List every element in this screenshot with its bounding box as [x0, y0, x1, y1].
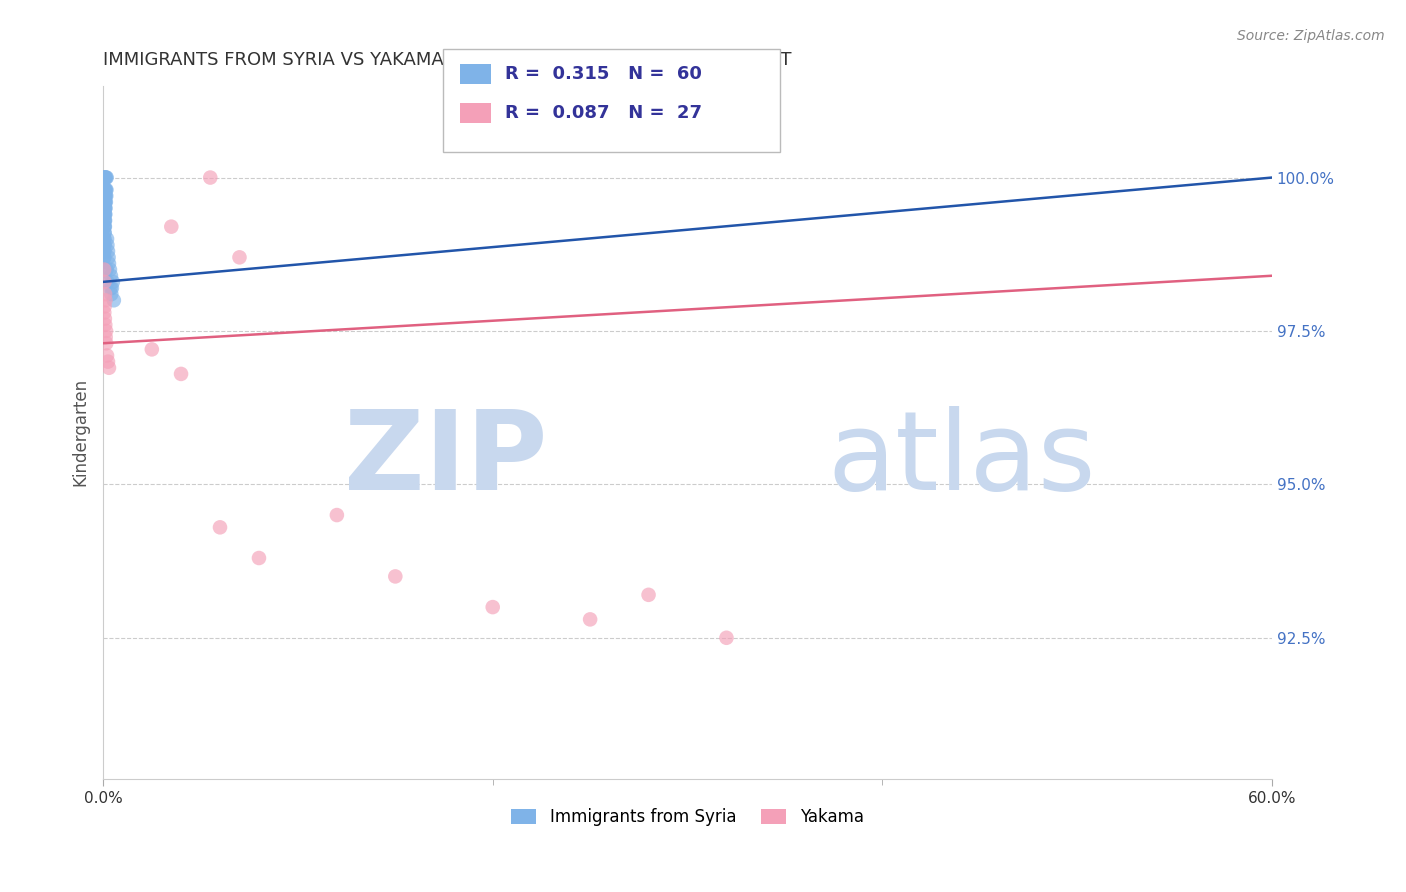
- Point: [93, 189, 115, 203]
- Point: [94, 207, 117, 221]
- Point: [101, 281, 124, 295]
- Point: [94, 318, 117, 332]
- Point: [94, 330, 117, 344]
- Point: [94, 195, 117, 210]
- Point: [93, 183, 115, 197]
- Point: [98, 256, 121, 270]
- Point: [93, 170, 115, 185]
- Point: [94, 170, 117, 185]
- Point: [93, 305, 115, 319]
- Point: [326, 508, 349, 522]
- Point: [93, 232, 115, 246]
- Point: [170, 367, 193, 381]
- Point: [96, 183, 118, 197]
- Text: R =  0.087   N =  27: R = 0.087 N = 27: [505, 104, 702, 122]
- Point: [93, 170, 115, 185]
- Point: [93, 226, 115, 240]
- Point: [93, 201, 115, 215]
- Point: [100, 281, 122, 295]
- Point: [94, 170, 117, 185]
- Legend: Immigrants from Syria, Yakama: Immigrants from Syria, Yakama: [505, 802, 870, 833]
- Point: [100, 287, 122, 301]
- Point: [247, 551, 270, 566]
- Point: [96, 232, 118, 246]
- Point: [93, 207, 115, 221]
- Point: [96, 336, 118, 351]
- Text: ZIP: ZIP: [344, 407, 547, 514]
- Point: [579, 612, 602, 626]
- Point: [93, 183, 115, 197]
- Point: [93, 238, 115, 252]
- Point: [716, 631, 738, 645]
- Point: [94, 201, 117, 215]
- Point: [96, 262, 118, 277]
- Point: [94, 293, 117, 308]
- Point: [94, 170, 117, 185]
- Point: [94, 219, 117, 234]
- Point: [94, 189, 117, 203]
- Point: [93, 250, 115, 264]
- Point: [93, 213, 115, 227]
- Point: [100, 268, 122, 283]
- Point: [481, 600, 503, 615]
- Point: [98, 360, 121, 375]
- Point: [93, 232, 115, 246]
- Point: [101, 275, 124, 289]
- Point: [96, 238, 118, 252]
- Point: [93, 213, 115, 227]
- Point: [94, 311, 117, 326]
- Point: [93, 226, 115, 240]
- Point: [103, 293, 125, 308]
- Point: [200, 170, 222, 185]
- Point: [94, 183, 117, 197]
- Point: [93, 195, 115, 210]
- Point: [93, 244, 115, 259]
- Point: [93, 207, 115, 221]
- Point: [97, 250, 120, 264]
- Text: Source: ZipAtlas.com: Source: ZipAtlas.com: [1237, 29, 1385, 43]
- Point: [93, 219, 115, 234]
- Point: [93, 300, 115, 314]
- Point: [97, 354, 120, 368]
- Point: [93, 219, 115, 234]
- Point: [160, 219, 183, 234]
- Point: [93, 262, 115, 277]
- Point: [208, 520, 231, 534]
- Point: [94, 195, 117, 210]
- Point: [141, 343, 163, 357]
- Point: [94, 189, 117, 203]
- Text: atlas: atlas: [828, 407, 1097, 514]
- Point: [96, 349, 118, 363]
- Point: [96, 189, 118, 203]
- Text: R =  0.315   N =  60: R = 0.315 N = 60: [505, 65, 702, 83]
- Point: [94, 287, 117, 301]
- Point: [94, 213, 117, 227]
- Point: [96, 275, 118, 289]
- Point: [94, 183, 117, 197]
- Point: [637, 588, 659, 602]
- Point: [384, 569, 406, 583]
- Point: [98, 262, 121, 277]
- Point: [93, 244, 115, 259]
- Point: [94, 324, 117, 338]
- Point: [93, 250, 115, 264]
- Point: [96, 170, 118, 185]
- Point: [228, 250, 250, 264]
- Point: [94, 183, 117, 197]
- Point: [93, 238, 115, 252]
- Point: [94, 195, 117, 210]
- Point: [93, 189, 115, 203]
- Point: [94, 207, 117, 221]
- Y-axis label: Kindergarten: Kindergarten: [72, 378, 89, 486]
- Point: [93, 195, 115, 210]
- Point: [93, 275, 115, 289]
- Point: [94, 201, 117, 215]
- Point: [97, 244, 120, 259]
- Text: IMMIGRANTS FROM SYRIA VS YAKAMA KINDERGARTEN CORRELATION CHART: IMMIGRANTS FROM SYRIA VS YAKAMA KINDERGA…: [103, 51, 792, 69]
- Point: [93, 201, 115, 215]
